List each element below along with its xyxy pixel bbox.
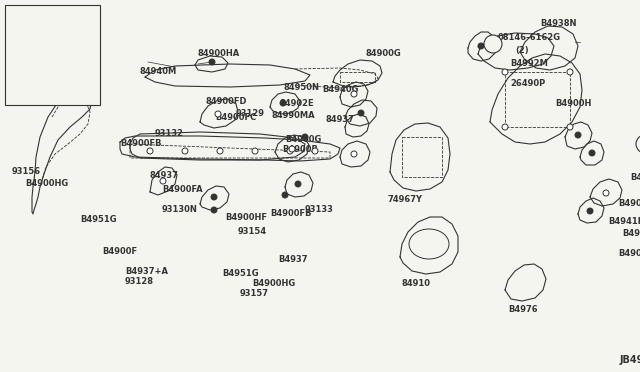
Text: 74967Y: 74967Y: [388, 196, 423, 205]
Text: B4900H: B4900H: [555, 99, 591, 109]
Text: B4938N: B4938N: [540, 19, 577, 29]
Circle shape: [295, 181, 301, 187]
Circle shape: [502, 69, 508, 75]
Circle shape: [302, 134, 308, 140]
Text: B4900G: B4900G: [618, 250, 640, 259]
Circle shape: [211, 194, 217, 200]
Ellipse shape: [409, 229, 449, 259]
Circle shape: [587, 208, 593, 214]
Text: JB4900EF: JB4900EF: [620, 355, 640, 365]
Circle shape: [160, 178, 166, 184]
Text: 84937: 84937: [325, 115, 354, 125]
Text: B4976: B4976: [508, 305, 538, 314]
Text: 84978W: 84978W: [23, 38, 61, 48]
Text: B4900HG: B4900HG: [252, 279, 295, 289]
Circle shape: [358, 110, 364, 116]
Text: 84900G: 84900G: [365, 49, 401, 58]
Circle shape: [287, 148, 293, 154]
Circle shape: [603, 190, 609, 196]
Text: B4940G: B4940G: [322, 86, 358, 94]
Text: B4900FB: B4900FB: [270, 209, 312, 218]
Text: 93128: 93128: [125, 278, 154, 286]
Circle shape: [351, 91, 357, 97]
Text: 26490P: 26490P: [510, 80, 545, 89]
Text: 84902E: 84902E: [280, 99, 315, 109]
Circle shape: [252, 148, 258, 154]
Circle shape: [478, 43, 484, 49]
Text: B4900HJ: B4900HJ: [618, 199, 640, 208]
Circle shape: [280, 100, 286, 106]
Text: 08146-6162G: 08146-6162G: [498, 32, 561, 42]
Circle shape: [282, 192, 288, 198]
Circle shape: [484, 35, 502, 53]
Circle shape: [312, 148, 318, 154]
Text: 84940M: 84940M: [140, 67, 177, 77]
Circle shape: [351, 151, 357, 157]
Circle shape: [575, 132, 581, 138]
Text: B4937+A: B4937+A: [125, 266, 168, 276]
Circle shape: [502, 124, 508, 130]
Text: B4900FA: B4900FA: [162, 185, 203, 193]
Circle shape: [215, 111, 221, 117]
Text: B4951G: B4951G: [222, 269, 259, 279]
Text: (2): (2): [515, 45, 529, 55]
Text: Ⓑ: Ⓑ: [490, 39, 496, 49]
Text: 93156: 93156: [12, 167, 41, 176]
Text: 93130N: 93130N: [162, 205, 198, 214]
Text: 93132: 93132: [155, 129, 184, 138]
Text: FLOOR ,RR CTR: FLOOR ,RR CTR: [10, 26, 82, 35]
Text: B4900G: B4900G: [285, 135, 321, 144]
Circle shape: [217, 148, 223, 154]
Circle shape: [567, 124, 573, 130]
Circle shape: [589, 150, 595, 156]
Text: B4900HG: B4900HG: [25, 180, 68, 189]
Circle shape: [289, 146, 295, 152]
Text: 93154: 93154: [238, 228, 267, 237]
Text: B4900F: B4900F: [102, 247, 137, 257]
Circle shape: [147, 148, 153, 154]
Text: 84990MA: 84990MA: [272, 112, 316, 121]
Text: 93129: 93129: [236, 109, 265, 119]
Text: B4900FC: B4900FC: [215, 112, 256, 122]
Text: B4951G: B4951G: [80, 215, 116, 224]
Bar: [5, 5, 100, 105]
Text: 84978W: 84978W: [25, 41, 63, 49]
Text: 84910: 84910: [402, 279, 431, 289]
Text: 84900HA: 84900HA: [198, 49, 240, 58]
Text: B4900B: B4900B: [282, 145, 318, 154]
Circle shape: [182, 148, 188, 154]
Circle shape: [567, 69, 573, 75]
Text: FLOOR ,RR CTR: FLOOR ,RR CTR: [9, 25, 81, 33]
Text: B4937: B4937: [622, 230, 640, 238]
Text: SPCR LUG: SPCR LUG: [10, 15, 56, 23]
Text: 84900FD: 84900FD: [205, 97, 246, 106]
Circle shape: [636, 135, 640, 153]
Text: 84950N: 84950N: [283, 83, 319, 92]
Text: B4900HF: B4900HF: [225, 212, 267, 221]
Text: B4900G: B4900G: [630, 173, 640, 182]
Text: 84937: 84937: [150, 170, 179, 180]
Text: B4937: B4937: [278, 256, 307, 264]
Text: 93133: 93133: [305, 205, 334, 215]
Text: B4900FB: B4900FB: [120, 140, 161, 148]
Text: 93157: 93157: [240, 289, 269, 298]
Circle shape: [211, 207, 217, 213]
Text: B4941M: B4941M: [608, 218, 640, 227]
Text: SPCR LUG: SPCR LUG: [9, 13, 55, 22]
Circle shape: [209, 59, 215, 65]
Text: B4992M: B4992M: [510, 60, 548, 68]
